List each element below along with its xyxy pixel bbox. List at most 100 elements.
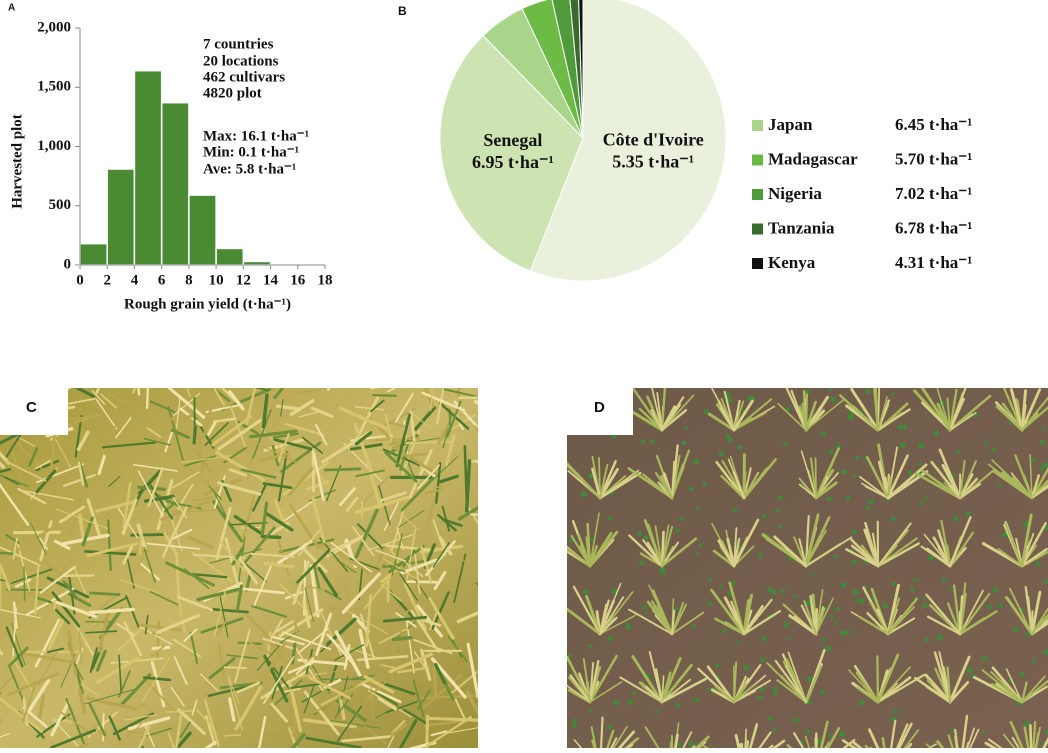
texture xyxy=(30,388,72,412)
texture xyxy=(572,718,578,723)
texture xyxy=(1014,454,1034,500)
texture xyxy=(695,552,699,556)
texture xyxy=(436,388,445,425)
texture xyxy=(74,415,83,458)
texture xyxy=(638,407,664,432)
texture xyxy=(804,400,817,432)
texture xyxy=(876,655,880,704)
texture xyxy=(707,577,712,582)
texture xyxy=(146,388,150,409)
texture xyxy=(364,680,388,701)
bar xyxy=(160,101,190,266)
texture xyxy=(1042,462,1048,468)
texture xyxy=(958,714,969,748)
texture xyxy=(176,395,181,429)
texture xyxy=(289,732,306,748)
slice-label: Côte d'Ivoire xyxy=(603,130,704,150)
texture xyxy=(627,467,674,500)
texture xyxy=(882,603,888,609)
texture xyxy=(151,644,166,657)
texture xyxy=(34,563,40,615)
texture xyxy=(392,635,413,642)
texture xyxy=(922,602,928,609)
texture xyxy=(95,656,139,684)
texture xyxy=(131,538,155,577)
texture xyxy=(1020,547,1048,568)
texture xyxy=(136,388,141,396)
texture xyxy=(464,459,472,513)
texture xyxy=(378,491,407,503)
texture xyxy=(77,461,85,486)
texture xyxy=(309,564,320,618)
texture xyxy=(425,716,478,722)
texture xyxy=(363,674,395,694)
texture xyxy=(965,511,972,517)
texture xyxy=(806,676,813,682)
texture xyxy=(981,731,985,735)
texture xyxy=(703,409,709,415)
texture xyxy=(785,407,790,412)
texture xyxy=(89,439,121,470)
texture xyxy=(981,655,988,662)
texture xyxy=(591,739,602,748)
texture xyxy=(830,396,837,403)
texture xyxy=(389,547,400,564)
texture xyxy=(384,451,418,483)
texture xyxy=(891,581,896,586)
texture xyxy=(126,555,135,589)
texture xyxy=(840,582,846,588)
texture xyxy=(261,642,287,681)
texture xyxy=(854,598,859,602)
texture xyxy=(39,565,76,594)
texture xyxy=(649,439,655,444)
texture xyxy=(132,415,140,440)
texture xyxy=(395,393,414,423)
texture xyxy=(743,471,747,499)
texture xyxy=(240,468,277,479)
texture xyxy=(1012,476,1034,500)
texture xyxy=(865,505,870,510)
texture xyxy=(568,417,592,432)
texture xyxy=(122,545,133,565)
texture xyxy=(329,534,365,553)
texture xyxy=(992,587,999,593)
texture xyxy=(670,609,676,636)
texture xyxy=(1031,726,1041,748)
texture xyxy=(732,518,760,568)
texture xyxy=(260,501,269,536)
texture xyxy=(173,731,192,748)
texture xyxy=(0,388,14,411)
texture xyxy=(339,487,356,507)
texture xyxy=(277,433,290,462)
texture xyxy=(383,558,418,580)
texture xyxy=(167,732,187,748)
texture xyxy=(50,388,63,403)
texture xyxy=(262,561,295,569)
texture xyxy=(193,741,198,748)
texture xyxy=(252,482,268,512)
bar xyxy=(106,168,136,266)
texture xyxy=(380,567,399,584)
texture xyxy=(370,399,385,413)
texture xyxy=(628,608,673,635)
texture xyxy=(339,406,391,432)
texture xyxy=(278,608,324,638)
texture xyxy=(774,659,808,704)
texture xyxy=(366,463,382,509)
texture xyxy=(891,392,895,396)
texture xyxy=(783,441,788,447)
texture xyxy=(788,556,793,562)
texture xyxy=(925,593,962,636)
texture xyxy=(743,664,750,671)
texture xyxy=(1008,422,1012,426)
texture xyxy=(382,560,426,569)
texture xyxy=(263,654,289,703)
texture xyxy=(80,683,100,697)
texture xyxy=(587,643,592,648)
texture xyxy=(421,673,463,710)
texture xyxy=(910,587,915,592)
texture xyxy=(661,541,680,567)
texture xyxy=(382,615,428,623)
x-tick-label: 0 xyxy=(76,272,84,288)
texture xyxy=(590,537,594,542)
